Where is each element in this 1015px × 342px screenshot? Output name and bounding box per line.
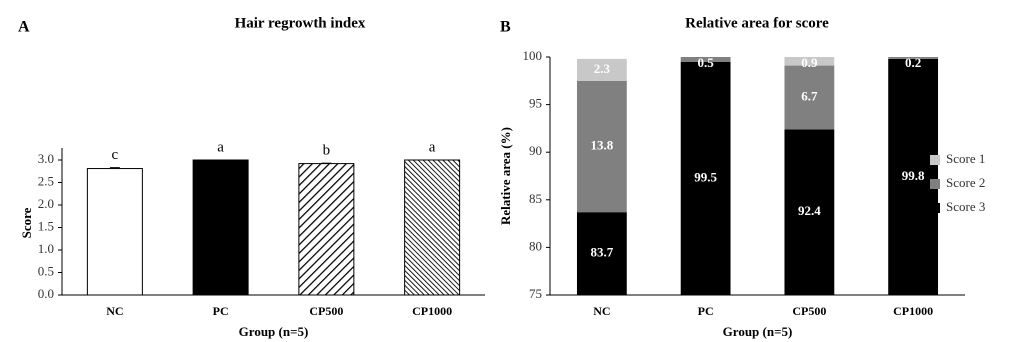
y-tick-label: 95 xyxy=(529,96,542,111)
value-label: 83.7 xyxy=(591,245,614,260)
value-label: 92.4 xyxy=(798,203,821,218)
y-axis-label: Score xyxy=(19,207,34,238)
bar-segment xyxy=(576,212,627,295)
y-tick-label: 80 xyxy=(529,238,542,253)
panel-label: B xyxy=(500,19,511,36)
x-axis-label: Group (n=5) xyxy=(239,324,309,339)
bar-segment xyxy=(576,58,627,81)
bar xyxy=(404,159,461,296)
bar-segment xyxy=(784,129,835,295)
value-label: 0.2 xyxy=(905,55,921,70)
x-tick-label: CP1000 xyxy=(412,304,452,318)
legend-swatch xyxy=(930,155,940,165)
x-tick-label: PC xyxy=(213,304,229,318)
y-tick-label: 0.0 xyxy=(38,286,54,301)
significance-letter: c xyxy=(112,147,119,163)
x-axis-label: Group (n=5) xyxy=(723,324,793,339)
y-tick-label: 1.0 xyxy=(38,241,54,256)
significance-letter: b xyxy=(323,143,331,159)
bar xyxy=(86,168,143,296)
bar xyxy=(298,163,355,296)
bar-segment xyxy=(784,57,835,66)
x-tick-label: CP500 xyxy=(792,304,826,318)
legend-label: Score 1 xyxy=(946,151,985,166)
x-tick-label: CP500 xyxy=(309,304,343,318)
legend-swatch xyxy=(930,179,940,189)
x-tick-label: PC xyxy=(698,304,714,318)
value-label: 0.9 xyxy=(801,55,818,70)
y-tick-label: 85 xyxy=(529,191,542,206)
bar-segment xyxy=(680,57,731,62)
y-tick-label: 100 xyxy=(523,48,543,63)
y-tick-label: 1.5 xyxy=(38,218,54,233)
y-axis-label: Relative area (%) xyxy=(498,127,513,225)
value-label: 6.7 xyxy=(801,88,818,103)
y-tick-label: 2.0 xyxy=(38,196,54,211)
chart-title: Relative area for score xyxy=(685,15,829,31)
y-tick-label: 90 xyxy=(529,143,542,158)
y-tick-label: 75 xyxy=(529,286,542,301)
bar-segment xyxy=(680,61,731,296)
value-label: 99.8 xyxy=(902,168,925,183)
bar-segment xyxy=(576,80,627,213)
legend-swatch xyxy=(930,203,940,213)
y-tick-label: 0.5 xyxy=(38,263,54,278)
value-label: 0.5 xyxy=(698,55,715,70)
bar-segment xyxy=(888,58,939,296)
bar-segment xyxy=(784,65,835,130)
significance-letter: a xyxy=(217,139,224,155)
legend-label: Score 2 xyxy=(946,175,985,190)
panel-label: A xyxy=(18,19,30,36)
significance-letter: a xyxy=(429,139,436,155)
x-tick-label: NC xyxy=(106,304,123,318)
value-label: 99.5 xyxy=(694,169,717,184)
value-label: 2.3 xyxy=(594,61,611,76)
bar xyxy=(192,159,249,296)
y-tick-label: 2.5 xyxy=(38,173,54,188)
legend-label: Score 3 xyxy=(946,199,985,214)
bar-segment xyxy=(888,57,939,59)
x-tick-label: CP1000 xyxy=(893,304,933,318)
y-tick-label: 3.0 xyxy=(38,151,54,166)
value-label: 13.8 xyxy=(591,137,614,152)
x-tick-label: NC xyxy=(593,304,610,318)
chart-title: Hair regrowth index xyxy=(235,15,366,31)
